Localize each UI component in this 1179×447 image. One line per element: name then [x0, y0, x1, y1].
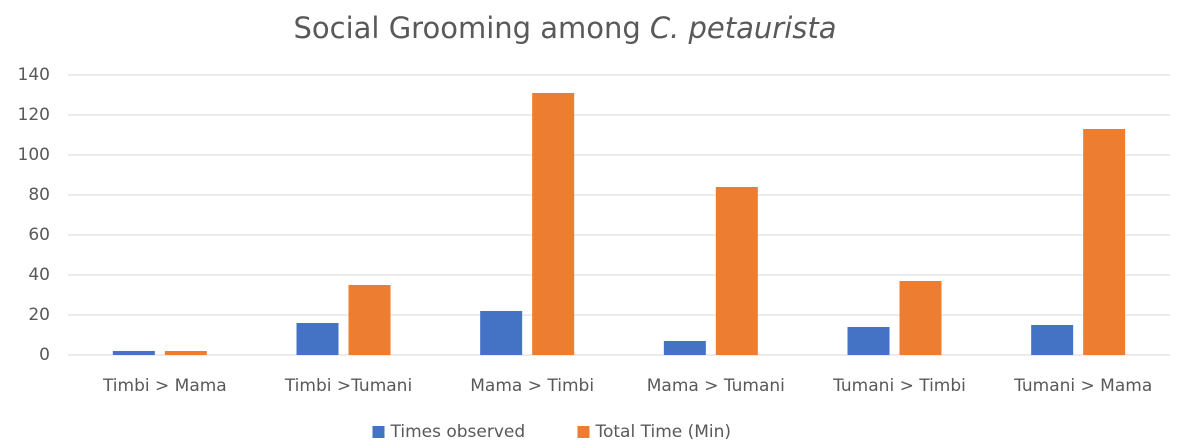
legend-swatch [577, 426, 590, 438]
bar [663, 341, 706, 355]
x-tick-label: Mama > Timbi [470, 376, 594, 396]
bar [847, 327, 890, 355]
bar [715, 187, 758, 355]
title-main: Social Grooming among [294, 11, 641, 45]
y-tick-label: 120 [18, 105, 50, 125]
bar [296, 323, 339, 355]
y-tick-label: 100 [18, 145, 50, 165]
bar [899, 281, 942, 355]
y-tick-label: 20 [28, 305, 50, 325]
chart-title: Social Grooming among C. petaurista [294, 11, 837, 45]
x-tick-label: Tumani > Mama [1013, 376, 1152, 396]
bar [112, 351, 155, 355]
x-tick-label: Mama > Tumani [647, 376, 785, 396]
bar [1031, 325, 1074, 355]
legend-label: Times observed [390, 422, 526, 442]
x-tick-label: Timbi >Tumani [284, 376, 412, 396]
x-tick-label: Tumani > Timbi [832, 376, 966, 396]
y-tick-label: 80 [28, 185, 50, 205]
bar [164, 351, 207, 355]
y-tick-label: 140 [18, 65, 50, 85]
x-tick-label: Timbi > Mama [102, 376, 227, 396]
legend-swatch [372, 426, 385, 438]
y-tick-label: 0 [39, 345, 50, 365]
title-species: C. petaurista [650, 11, 837, 45]
legend-label: Total Time (Min) [595, 422, 732, 442]
y-tick-label: 60 [28, 225, 50, 245]
bar [532, 93, 575, 355]
bar [1083, 129, 1126, 355]
y-tick-label: 40 [28, 265, 50, 285]
bar [348, 285, 391, 355]
bar [480, 311, 523, 355]
